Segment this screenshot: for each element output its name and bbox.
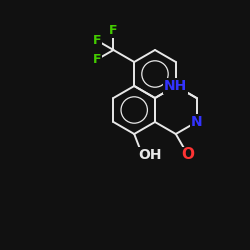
Text: F: F (92, 34, 101, 47)
Text: N: N (191, 115, 202, 129)
Text: OH: OH (138, 148, 162, 162)
Text: NH: NH (164, 79, 188, 93)
Text: F: F (109, 24, 118, 37)
Text: F: F (92, 53, 101, 66)
Text: O: O (181, 147, 194, 162)
